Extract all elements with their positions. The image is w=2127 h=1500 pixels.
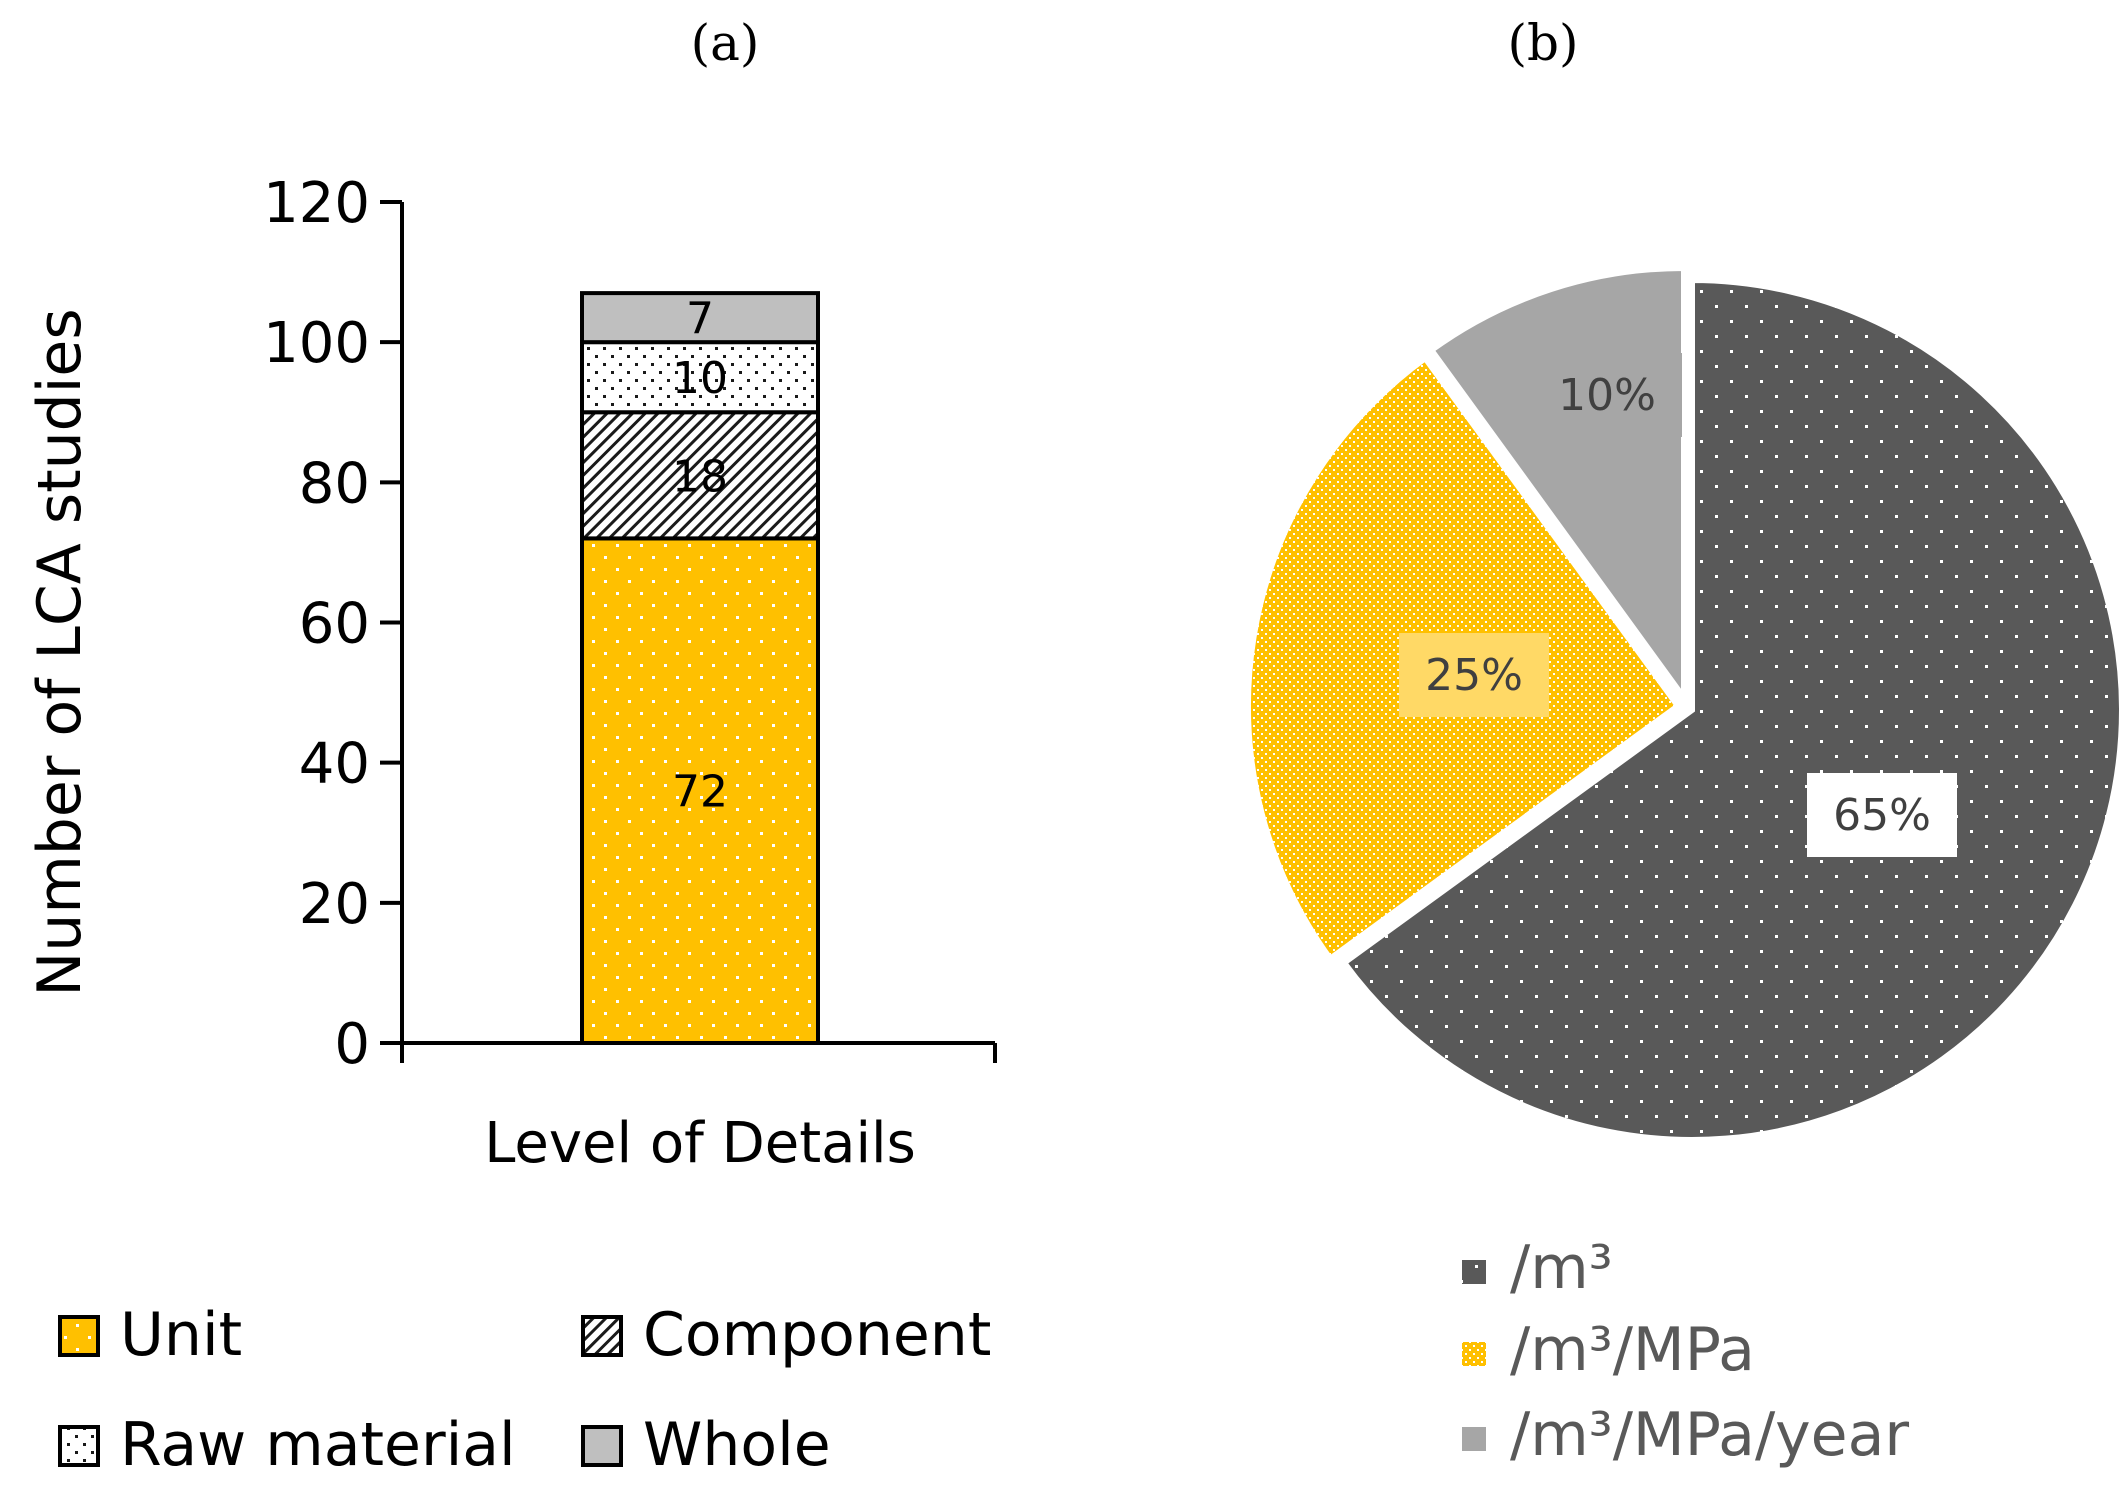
legend-swatch-m-mpa-year [1462, 1427, 1486, 1451]
data-label-whole: 7 [686, 294, 714, 345]
bar-legend: Unit Component Raw material Whole [58, 1300, 991, 1480]
pie-label-m-mpa: 25% [1425, 650, 1523, 701]
legend-swatch-m-mpa [1462, 1342, 1486, 1366]
data-label-unit: 72 [672, 767, 728, 818]
legend-label-m-mpa: /m³/MPa [1510, 1315, 1755, 1385]
pie-label-box-m-mpa [1399, 633, 1549, 717]
panel-label-b: (b) [1507, 14, 1578, 72]
legend-swatch-whole [581, 1425, 623, 1467]
bar-segment-whole [580, 291, 820, 345]
legend-label-unit: Unit [120, 1300, 242, 1370]
y-tick-label: 20 [299, 872, 370, 937]
legend-label-m-mpa-year: /m³/MPa/year [1510, 1400, 1909, 1470]
pie-label-box-m-mpa-year [1532, 353, 1682, 437]
y-tick-label: 0 [334, 1012, 370, 1077]
legend-label-raw-material: Raw material [120, 1410, 516, 1480]
legend-label-component: Component [643, 1300, 991, 1370]
pie-label-m: 65% [1833, 790, 1931, 841]
legend-swatch-raw-material [58, 1425, 100, 1467]
panel-label-a: (a) [691, 14, 760, 72]
data-label-raw-material: 10 [672, 353, 728, 404]
legend-label-whole: Whole [643, 1410, 831, 1480]
bar-segment-unit [580, 536, 820, 1046]
pie-legend: /m³/m³/MPa/m³/MPa/year [1462, 1233, 1909, 1470]
y-tick-label: 100 [263, 311, 370, 376]
pie-chart: 65% 25% 10% [1244, 264, 2125, 1143]
y-tick-label: 80 [299, 451, 370, 516]
bar-segment-raw-material [580, 340, 820, 415]
data-label-component: 18 [672, 451, 728, 502]
y-tick-label: 40 [299, 732, 370, 797]
bar-chart: 0 20 40 60 80 100 120 72 18 10 7 Number of LCA st… [25, 171, 997, 1176]
pie-label-box-m [1807, 773, 1957, 857]
x-axis-title: Level of Details [484, 1111, 916, 1176]
y-tick-label: 60 [299, 592, 370, 657]
legend-swatch-unit [58, 1315, 100, 1357]
legend-swatch-component [581, 1315, 623, 1357]
pie-slice-m [1339, 276, 2125, 1143]
y-tick-label: 120 [263, 171, 370, 236]
y-axis-title: Number of LCA studies [25, 308, 95, 996]
legend-swatch-m [1462, 1260, 1486, 1284]
pie-label-m-mpa-year: 10% [1558, 370, 1656, 421]
bar-segment-component [580, 410, 820, 541]
legend-label-m: /m³ [1510, 1233, 1613, 1303]
